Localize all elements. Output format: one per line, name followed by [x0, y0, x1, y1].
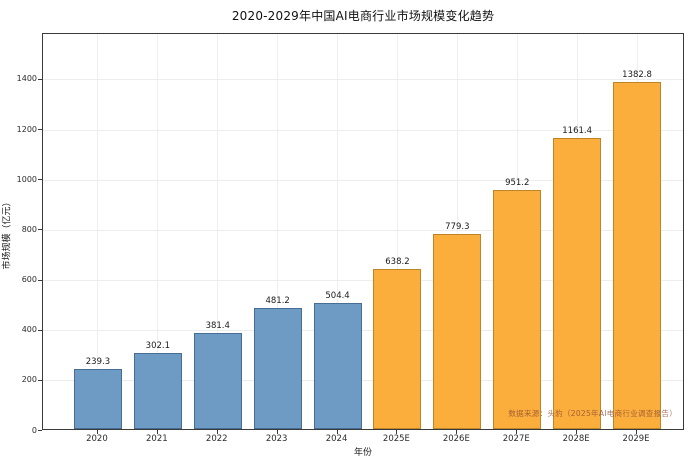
- x-tick-label: 2020: [86, 434, 108, 444]
- chart-title: 2020-2029年中国AI电商行业市场规模变化趋势: [231, 9, 495, 23]
- x-tick-mark: [96, 430, 98, 434]
- x-tick-mark: [576, 430, 578, 434]
- x-tick-mark: [516, 430, 518, 434]
- x-tick-label: 2022: [205, 434, 228, 444]
- bar-2020: [73, 369, 122, 429]
- x-tick-label: 2028E: [562, 434, 590, 444]
- bar-2025E: [373, 268, 422, 429]
- y-gridline: [43, 129, 683, 131]
- y-tick-label: 600: [21, 275, 37, 285]
- x-tick-label: 2025E: [382, 434, 410, 444]
- bar-2023: [253, 308, 302, 429]
- y-gridline: [43, 280, 683, 282]
- y-tick-label: 800: [21, 224, 37, 234]
- y-tick-label: 1200: [16, 124, 37, 134]
- bar-value-label: 481.2: [265, 296, 290, 307]
- x-tick-mark: [396, 430, 398, 434]
- x-gridline: [396, 34, 398, 429]
- y-tick-mark: [38, 78, 42, 80]
- x-tick-mark: [156, 430, 158, 434]
- x-gridline: [217, 34, 219, 429]
- bar-value-label: 504.4: [325, 290, 350, 301]
- x-gridline: [456, 34, 458, 429]
- x-tick-label: 2027E: [502, 434, 530, 444]
- x-axis-title: 年份: [353, 448, 372, 458]
- y-tick-label: 0: [31, 425, 37, 435]
- y-tick-mark: [38, 430, 42, 431]
- x-tick-mark: [276, 430, 278, 434]
- y-tick-label: 400: [21, 325, 37, 335]
- x-gridline: [157, 34, 159, 429]
- plot-area: 239.3 302.1 381.4 481.2 504.4 638.2 779.3 951.2…: [42, 33, 684, 430]
- bar-value-label: 239.3: [85, 356, 111, 367]
- y-tick-mark: [38, 379, 42, 381]
- bar-2029E: [613, 82, 662, 429]
- bar-value-label: 638.2: [385, 256, 410, 267]
- bar-2021: [133, 353, 182, 429]
- x-gridline: [337, 34, 339, 429]
- bar-value-label: 1161.4: [562, 125, 593, 136]
- x-gridline: [97, 34, 99, 429]
- x-tick-label: 2023: [265, 434, 288, 444]
- bar-value-label: 779.3: [445, 221, 470, 232]
- y-gridline: [43, 380, 683, 382]
- y-gridline: [43, 330, 683, 332]
- bar-2027E: [493, 190, 542, 429]
- y-tick-label: 1000: [16, 174, 37, 184]
- x-tick-label: 2024: [325, 434, 348, 444]
- x-gridline: [277, 34, 279, 429]
- x-tick-label: 2021: [146, 434, 168, 444]
- y-tick-mark: [38, 279, 42, 281]
- x-tick-label: 2029E: [622, 434, 650, 444]
- bar-value-label: 381.4: [205, 321, 230, 332]
- y-tick-label: 200: [21, 375, 37, 385]
- x-tick-mark: [336, 430, 338, 434]
- y-gridline: [43, 79, 683, 81]
- source-watermark: 数据来源：头豹（2025年AI电商行业调查报告）: [508, 409, 677, 418]
- y-tick-mark: [38, 229, 42, 231]
- x-tick-mark: [636, 430, 638, 434]
- bar-2022: [193, 333, 242, 429]
- y-tick-label: 1400: [16, 74, 37, 84]
- bar-value-label: 302.1: [145, 341, 171, 352]
- y-gridline: [43, 179, 683, 181]
- x-tick-mark: [456, 430, 458, 434]
- y-tick-mark: [38, 129, 42, 131]
- bar-value-label: 951.2: [505, 178, 530, 189]
- bar-2024: [313, 302, 362, 429]
- y-gridline: [43, 229, 683, 231]
- bar-2026E: [433, 233, 482, 429]
- y-tick-mark: [38, 179, 42, 181]
- x-tick-label: 2026E: [442, 434, 470, 444]
- bar-2028E: [553, 137, 602, 429]
- bar-value-label: 1382.8: [622, 70, 652, 81]
- y-tick-mark: [38, 329, 42, 331]
- x-tick-mark: [216, 430, 218, 434]
